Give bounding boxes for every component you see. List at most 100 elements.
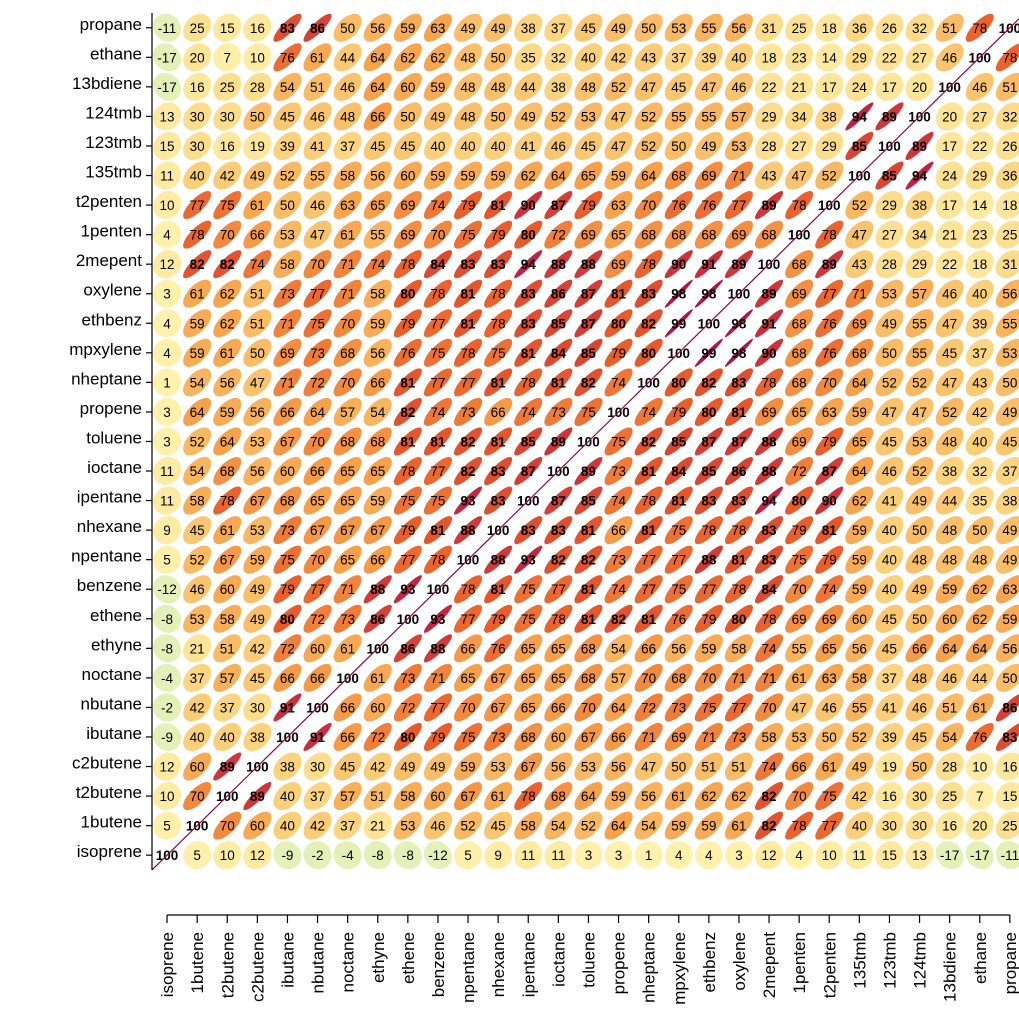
cell: 81 <box>484 368 513 397</box>
cell-value: 53 <box>250 434 265 449</box>
cell: 79 <box>453 191 483 220</box>
cell: 21 <box>363 811 392 840</box>
cell-ellipse <box>333 516 362 545</box>
cell: 45 <box>183 516 212 545</box>
cell-ellipse <box>965 516 994 545</box>
cell: 88 <box>454 516 483 545</box>
cell-ellipse <box>724 368 754 397</box>
cell-value: 46 <box>340 80 355 95</box>
cell-ellipse <box>634 693 663 722</box>
cell: 81 <box>574 516 603 545</box>
cell-value: 59 <box>611 169 626 184</box>
cell-ellipse <box>875 250 904 279</box>
cell: 82 <box>393 397 422 426</box>
cell-value: 53 <box>491 760 506 775</box>
cell-ellipse <box>454 634 483 663</box>
cell: 67 <box>303 516 332 545</box>
cell-value: 67 <box>280 434 295 449</box>
cell: 16 <box>213 131 242 161</box>
cell-ellipse <box>213 102 242 131</box>
cell: 82 <box>634 309 663 338</box>
cell-value: 64 <box>370 50 386 65</box>
cell-value: 47 <box>641 80 656 95</box>
cell-value: 60 <box>551 730 566 745</box>
cell-value: 50 <box>1002 375 1017 390</box>
cell: 91 <box>273 693 302 722</box>
cell-ellipse <box>634 43 663 72</box>
cell: 86 <box>724 456 753 486</box>
cell-value: 49 <box>882 316 897 331</box>
cell-value: 48 <box>912 671 927 686</box>
cell-value: 57 <box>340 789 355 804</box>
cell-value: 63 <box>1002 582 1017 597</box>
cell-value: 66 <box>611 523 626 538</box>
cell: 83 <box>484 250 513 279</box>
cell: 50 <box>243 102 272 131</box>
cell-value: 57 <box>611 671 626 686</box>
cell-value: 71 <box>762 671 777 686</box>
cell-value: 72 <box>641 700 656 715</box>
cell-ellipse <box>604 102 633 131</box>
cell-value: 66 <box>611 730 626 745</box>
cell-ellipse <box>785 279 814 308</box>
cell-ellipse <box>243 516 272 545</box>
cell-value: 89 <box>762 198 777 213</box>
cell-ellipse <box>453 663 483 692</box>
cell-value: 78 <box>220 494 235 509</box>
cell: 83 <box>694 486 723 515</box>
cell: 70 <box>303 545 332 574</box>
cell: 38 <box>273 752 302 781</box>
cell: 48 <box>935 516 964 545</box>
y-tick-label: ethbenz <box>82 310 143 329</box>
cell-ellipse <box>815 43 844 72</box>
cell-ellipse <box>995 516 1019 545</box>
cell-ellipse <box>785 545 814 574</box>
cell-ellipse <box>995 456 1019 486</box>
cell-ellipse <box>785 516 814 545</box>
cell: 64 <box>965 634 994 663</box>
cell: 52 <box>574 811 603 840</box>
y-tick-label: propane <box>80 15 142 34</box>
cell: 74 <box>604 486 633 515</box>
cell-value: 83 <box>461 257 477 272</box>
cell-value: 61 <box>220 346 235 361</box>
cell: 51 <box>243 309 272 338</box>
cell: 81 <box>724 545 753 574</box>
cell: 80 <box>634 338 663 367</box>
cell-value: 75 <box>822 789 837 804</box>
cell-ellipse <box>694 43 723 72</box>
cell-value: 9 <box>494 848 502 863</box>
cell: 59 <box>845 516 874 545</box>
cell: 5 <box>183 841 212 870</box>
cell-ellipse <box>393 722 422 752</box>
cell-value: 9 <box>163 523 171 538</box>
cell-ellipse <box>845 427 874 456</box>
cell-ellipse <box>905 722 934 752</box>
cell-value: 83 <box>491 257 507 272</box>
cell: 40 <box>484 131 513 161</box>
cell-ellipse <box>514 338 543 367</box>
cell-value: 42 <box>611 50 626 65</box>
y-tick-label: benzene <box>77 576 142 595</box>
y-tick-label: ipentane <box>77 488 142 507</box>
cell-ellipse <box>785 338 814 367</box>
x-tick-label: nheptane <box>640 932 659 1003</box>
cell-ellipse <box>303 43 332 72</box>
cell-value: 40 <box>852 819 867 834</box>
cell-value: 10 <box>160 789 175 804</box>
cell-ellipse <box>333 368 362 397</box>
cell-ellipse <box>243 545 272 574</box>
cell-value: 69 <box>701 169 716 184</box>
cell-value: 78 <box>762 375 777 390</box>
cell-ellipse <box>754 309 784 338</box>
cell-value: 28 <box>250 80 265 95</box>
cell: 69 <box>845 309 874 338</box>
cell-value: 55 <box>792 641 807 656</box>
cell-ellipse <box>694 663 723 692</box>
cell: 52 <box>634 131 663 161</box>
cell: 76 <box>484 634 513 663</box>
cell: 3 <box>152 279 182 308</box>
cell: 49 <box>995 516 1019 545</box>
cell: 76 <box>393 338 422 367</box>
cell-value: 45 <box>882 612 897 627</box>
